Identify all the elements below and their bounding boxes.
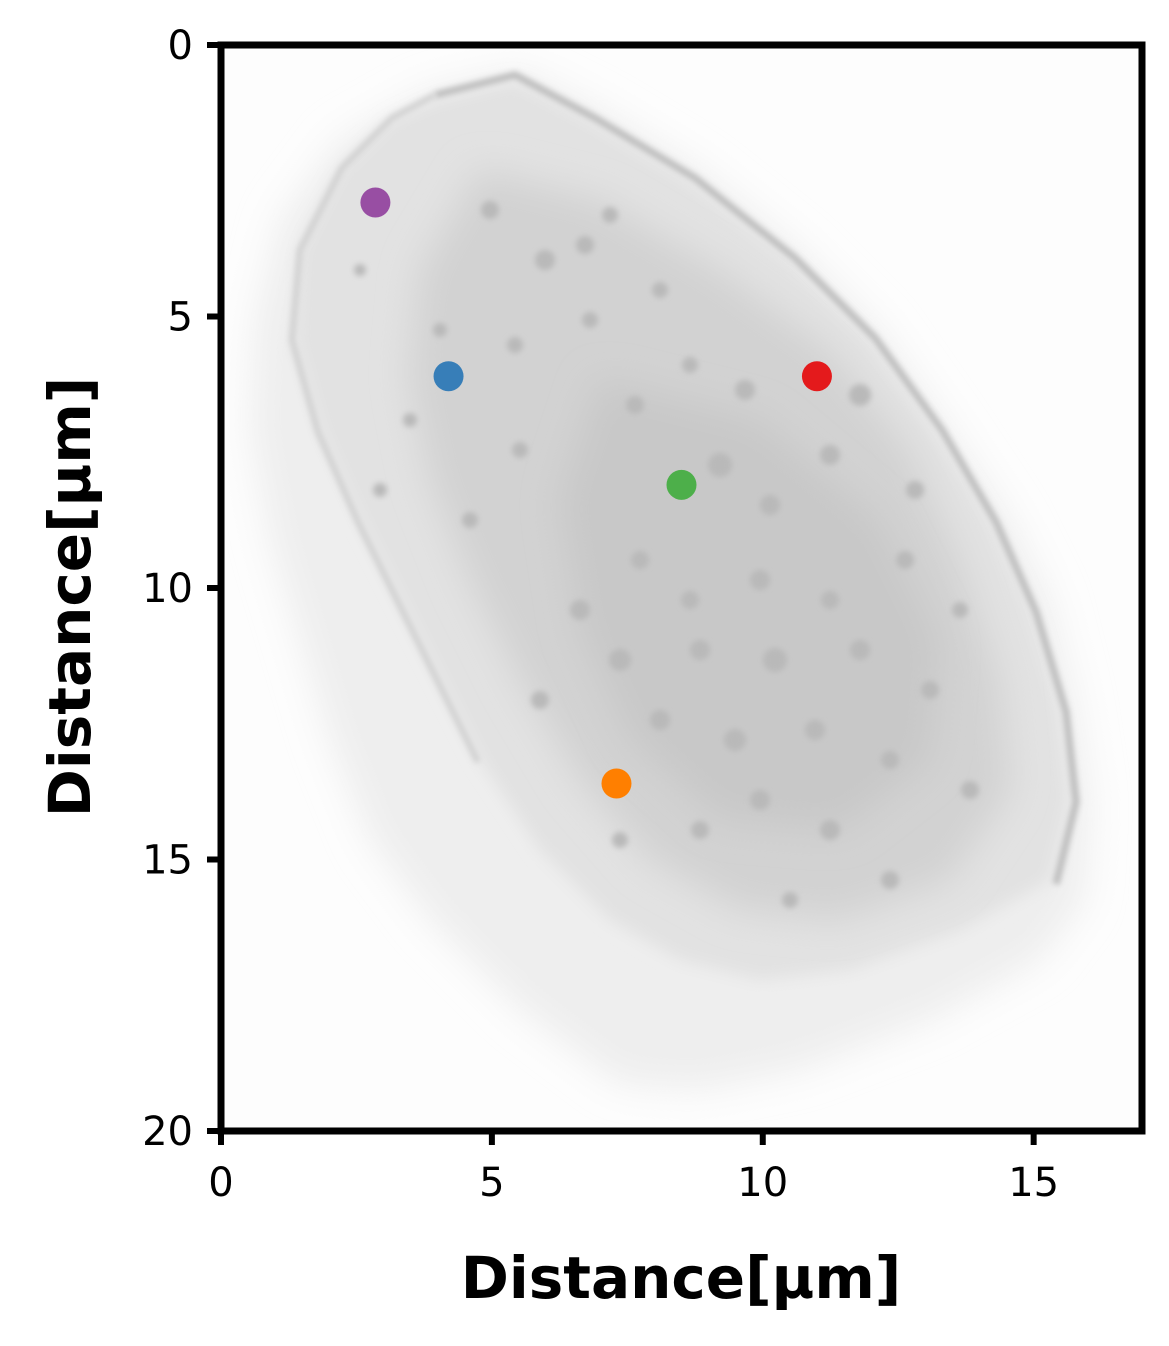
- y-tick-label: 20: [142, 1109, 193, 1155]
- x-tick-label: 0: [208, 1160, 233, 1206]
- data-point: [601, 768, 632, 799]
- x-tick-label: 15: [1008, 1160, 1059, 1206]
- data-point: [433, 361, 464, 392]
- y-tick-label: 0: [168, 23, 193, 69]
- data-point: [360, 187, 391, 218]
- y-axis-ticks: 0 5 10 15 20: [142, 23, 221, 1155]
- x-axis-title: Distance[µm]: [461, 1244, 902, 1312]
- cell-speckles: [354, 201, 979, 908]
- data-points: [360, 187, 832, 799]
- y-tick-label: 5: [168, 295, 193, 341]
- y-tick-label: 15: [142, 838, 193, 884]
- x-axis-ticks: 0 5 10 15: [208, 1131, 1059, 1206]
- y-axis-title: Distance[µm]: [36, 377, 104, 818]
- data-point: [801, 361, 832, 392]
- cell-membrane-left: [288, 92, 481, 764]
- y-tick-label: 10: [142, 566, 193, 612]
- cell-membrane: [434, 71, 1080, 885]
- cell-image: [221, 45, 1142, 1131]
- x-tick-label: 5: [479, 1160, 504, 1206]
- data-point: [666, 469, 697, 500]
- x-tick-label: 10: [737, 1160, 788, 1206]
